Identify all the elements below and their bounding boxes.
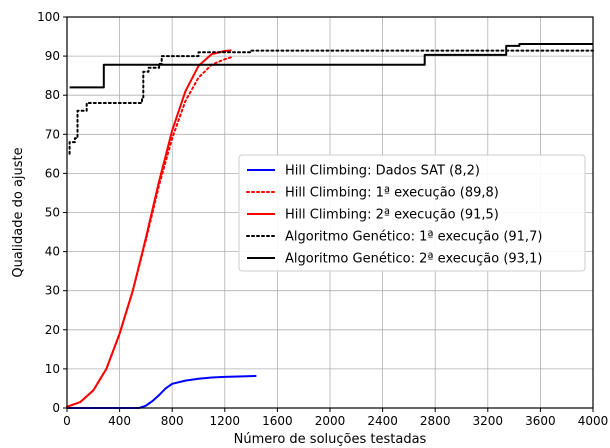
y-tick-label: 10 — [45, 362, 60, 376]
x-tick-label: 2400 — [367, 414, 398, 428]
legend: Hill Climbing: Dados SAT (8,2) Hill Climb… — [238, 154, 586, 272]
y-tick-label: 20 — [45, 323, 60, 337]
y-tick-label: 100 — [37, 10, 60, 24]
y-tick-label: 60 — [45, 166, 60, 180]
series-line-1 — [67, 374, 257, 409]
y-tick-label: 40 — [45, 245, 60, 259]
y-axis-label: Qualidade do ajuste — [11, 147, 26, 277]
y-tick-label: 50 — [45, 206, 60, 220]
legend-label: Hill Climbing: 2ª execução (91,5) — [285, 208, 499, 223]
series-line-5 — [69, 43, 593, 89]
x-tick-label: 4000 — [578, 414, 609, 428]
x-tick-label: 2800 — [420, 414, 451, 428]
legend-box — [238, 154, 586, 272]
x-tick-label: 0 — [63, 414, 71, 428]
y-tick-label: 90 — [45, 49, 60, 63]
x-tick-label: 2000 — [315, 414, 346, 428]
y-tick-label: 0 — [52, 401, 60, 415]
x-tick-label: 1200 — [210, 414, 241, 428]
y-tick-label: 30 — [45, 284, 60, 298]
x-tick-label: 3600 — [525, 414, 556, 428]
ticks: 0 400 800 1200 1600 2000 2400 2800 3200 3600 4000 0… — [37, 10, 608, 428]
legend-label: Algoritmo Genético: 1ª execução (91,7) — [285, 230, 542, 245]
series-line-3 — [66, 49, 232, 408]
legend-label: Hill Climbing: 1ª execução (89,8) — [285, 186, 499, 201]
x-tick-label: 400 — [108, 414, 131, 428]
x-axis-label: Número de soluções testadas — [234, 432, 427, 447]
y-tick-label: 70 — [45, 127, 60, 141]
series-line-4 — [68, 49, 594, 155]
y-tick-label: 80 — [45, 88, 60, 102]
x-tick-label: 3200 — [473, 414, 504, 428]
series-group — [66, 43, 594, 409]
legend-label: Algoritmo Genético: 2ª execução (93,1) — [285, 252, 542, 267]
legend-label: Hill Climbing: Dados SAT (8,2) — [285, 164, 480, 179]
x-tick-label: 800 — [161, 414, 184, 428]
x-tick-label: 1600 — [262, 414, 293, 428]
